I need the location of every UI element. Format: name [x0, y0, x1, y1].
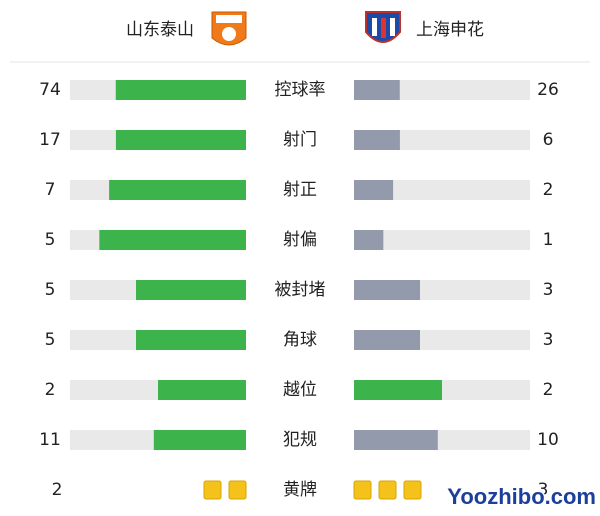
- away-value: 26: [537, 80, 559, 100]
- stat-label: 被封堵: [275, 280, 326, 300]
- home-value: 74: [39, 80, 61, 100]
- yellow-card: [378, 480, 397, 500]
- away-team-name: 上海申花: [416, 20, 484, 40]
- away-bar: [354, 430, 438, 450]
- away-value: 1: [543, 230, 554, 250]
- home-value: 7: [45, 180, 56, 200]
- home-value: 2: [52, 480, 63, 500]
- away-track: [354, 230, 530, 250]
- stat-label: 射正: [283, 180, 317, 200]
- home-bar: [115, 130, 246, 150]
- stat-label: 射门: [283, 130, 317, 150]
- away-value: 10: [537, 430, 559, 450]
- home-value: 5: [45, 280, 56, 300]
- away-value: 3: [538, 480, 549, 500]
- away-bar: [354, 80, 400, 100]
- home-value: 2: [45, 380, 56, 400]
- away-logo: [365, 11, 401, 43]
- away-value: 6: [543, 130, 554, 150]
- yellow-card: [203, 480, 222, 500]
- away-value: 2: [543, 380, 554, 400]
- home-bar: [109, 180, 246, 200]
- home-bar: [136, 330, 246, 350]
- away-value: 3: [543, 280, 554, 300]
- yellow-card: [403, 480, 422, 500]
- stat-label: 越位: [283, 380, 317, 400]
- home-value: 11: [39, 430, 61, 450]
- away-bar: [354, 330, 420, 350]
- stat-label: 黄牌: [283, 480, 317, 500]
- stat-label: 犯规: [283, 430, 317, 450]
- home-bar: [153, 430, 246, 450]
- home-value: 5: [45, 230, 56, 250]
- away-bar: [354, 380, 442, 400]
- away-bar: [354, 280, 420, 300]
- stat-label: 角球: [283, 330, 317, 350]
- stat-label: 控球率: [275, 80, 326, 100]
- away-bar: [354, 180, 394, 200]
- yellow-card: [228, 480, 247, 500]
- home-team-name: 山东泰山: [126, 20, 194, 40]
- away-bar: [354, 230, 384, 250]
- home-bar: [99, 230, 246, 250]
- away-value: 2: [543, 180, 554, 200]
- away-bar: [354, 130, 400, 150]
- home-bar: [136, 280, 246, 300]
- watermark: Yoozhibo.com: [447, 484, 596, 509]
- home-logo: [211, 11, 247, 46]
- home-bar: [115, 80, 246, 100]
- home-value: 5: [45, 330, 56, 350]
- home-value: 17: [39, 130, 61, 150]
- away-value: 3: [543, 330, 554, 350]
- yellow-card: [353, 480, 372, 500]
- stat-label: 射偏: [283, 230, 317, 250]
- away-track: [354, 180, 530, 200]
- home-bar: [158, 380, 246, 400]
